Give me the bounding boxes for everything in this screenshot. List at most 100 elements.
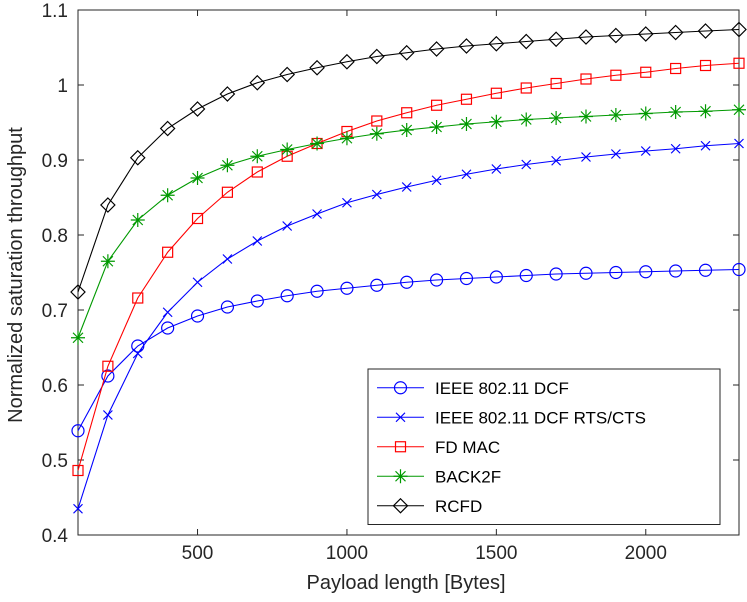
data-point-fd-mac [610,69,622,81]
data-point-ieee-802-11-dcf-rts-cts [700,140,711,151]
data-point-ieee-802-11-dcf-rts-cts [162,307,173,318]
data-point-rcfd [548,31,564,48]
data-point-ieee-802-11-dcf [732,262,746,277]
data-point-ieee-802-11-dcf-rts-cts [431,175,442,186]
data-point-rcfd [129,149,146,166]
y-tick-label: 1 [57,76,68,97]
data-point-rcfd [159,120,176,137]
data-point-fd-mac [251,166,263,178]
data-point-ieee-802-11-dcf [698,263,713,277]
x-axis-label: Payload length [Bytes] [306,572,505,594]
data-point-ieee-802-11-dcf [429,273,444,287]
data-point-rcfd [518,33,535,50]
data-point-ieee-802-11-dcf [609,265,623,280]
data-point-back2f [100,254,115,269]
data-point-fd-mac [371,115,383,127]
data-point-ieee-802-11-dcf [639,265,653,279]
legend-box [367,368,721,525]
data-point-ieee-802-11-dcf-rts-cts [610,149,621,159]
data-point-ieee-802-11-dcf [579,266,593,280]
data-point-fd-mac [520,82,532,94]
y-tick-label: 0.6 [42,376,68,397]
series-line-rcfd [77,28,740,293]
data-point-ieee-802-11-dcf [669,264,683,278]
data-point-fd-mac [132,292,144,304]
data-point-rcfd [578,29,594,45]
data-point-ieee-802-11-dcf-rts-cts [491,164,502,174]
data-point-fd-mac [72,464,84,477]
data-point-back2f [190,171,205,185]
data-point-rcfd [488,35,505,52]
data-point-ieee-802-11-dcf-rts-cts [461,169,472,180]
data-point-ieee-802-11-dcf [161,321,175,335]
legend-marker-fd-mac [394,441,407,453]
legend-label-ieee-802-11-dcf-rts-cts: IEEE 802.11 DCF RTS/CTS [435,408,646,427]
data-point-back2f [71,330,85,345]
y-tick-label: 0.9 [42,151,68,172]
y-tick-label: 1.1 [42,1,68,22]
series-line-ieee-802-11-dcf [77,268,740,432]
data-point-back2f [732,102,746,117]
data-point-fd-mac [401,107,413,119]
y-axis-label: Normalized saturation throughput [5,127,27,423]
data-point-ieee-802-11-dcf-rts-cts [342,197,352,208]
data-point-ieee-802-11-dcf [370,278,384,292]
data-point-fd-mac [699,59,712,72]
data-point-ieee-802-11-dcf [190,309,205,323]
data-point-back2f [220,158,235,173]
data-point-ieee-802-11-dcf-rts-cts [102,410,113,420]
data-point-ieee-802-11-dcf [340,281,354,295]
data-point-ieee-802-11-dcf-rts-cts [551,155,562,166]
x-tick-label: 500 [182,543,214,564]
x-tick-label: 2000 [625,543,667,564]
legend-label-fd-mac: FD MAC [435,438,500,457]
data-point-rcfd [219,86,236,102]
data-point-fd-mac [733,57,745,69]
data-point-back2f [519,112,534,127]
data-point-fd-mac [550,77,562,90]
data-point-rcfd [731,21,747,38]
data-point-ieee-802-11-dcf-rts-cts [252,236,263,246]
data-point-back2f [459,117,474,131]
data-point-rcfd [608,27,624,44]
legend-label-back2f: BACK2F [435,467,501,486]
data-point-back2f [489,114,504,129]
legend-label-ieee-802-11-dcf: IEEE 802.11 DCF [435,379,569,398]
data-point-rcfd [667,24,684,41]
y-tick-label: 0.4 [42,526,69,547]
data-point-rcfd [189,101,206,117]
data-point-ieee-802-11-dcf-rts-cts [73,503,83,514]
data-point-rcfd [279,66,296,83]
x-tick-label: 1000 [326,543,368,564]
legend-marker-ieee-802-11-dcf [393,381,408,395]
data-point-back2f [310,136,325,151]
data-point-ieee-802-11-dcf [549,267,563,281]
data-point-fd-mac [490,87,502,99]
axes-box [77,9,740,536]
data-point-fd-mac [102,360,114,372]
data-point-back2f [429,120,444,134]
y-tick-label: 0.8 [42,226,68,247]
data-point-fd-mac [162,246,174,258]
data-point-rcfd [100,197,116,213]
data-point-back2f [339,131,354,146]
data-point-rcfd [309,59,325,76]
data-point-ieee-802-11-dcf [519,268,533,283]
data-point-ieee-802-11-dcf-rts-cts [670,143,681,154]
data-point-rcfd [339,53,355,70]
data-point-back2f [608,108,623,122]
data-point-fd-mac [640,66,652,78]
data-point-ieee-802-11-dcf-rts-cts [312,209,322,219]
data-point-back2f [698,104,713,119]
data-point-fd-mac [221,186,234,198]
data-point-ieee-802-11-dcf-rts-cts [222,254,233,264]
data-point-ieee-802-11-dcf-rts-cts [401,182,412,192]
data-point-back2f [250,149,265,164]
data-point-back2f [638,106,653,121]
legend-marker-back2f [393,469,408,484]
data-point-ieee-802-11-dcf-rts-cts [581,152,591,162]
data-point-rcfd [368,48,385,65]
data-point-ieee-802-11-dcf-rts-cts [371,189,382,200]
legend-label-rcfd: RCFD [435,497,482,516]
data-point-ieee-802-11-dcf [220,300,235,314]
